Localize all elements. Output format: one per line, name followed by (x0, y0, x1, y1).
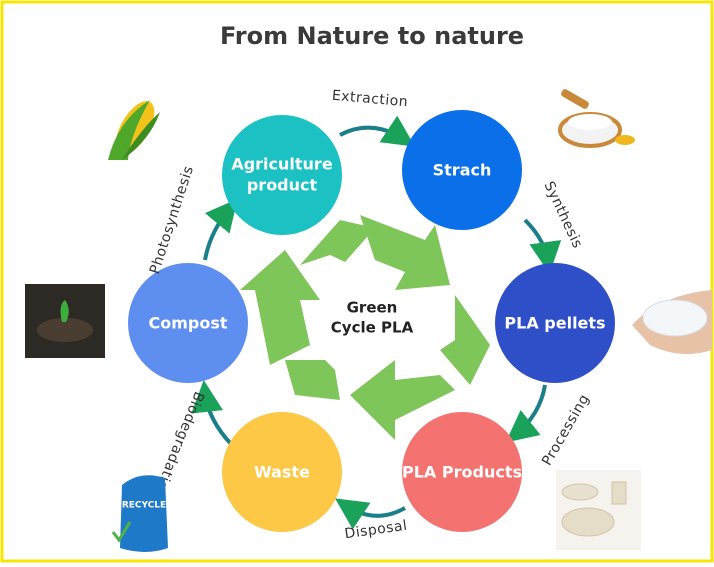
center-label: Green (347, 299, 398, 317)
node-label: product (247, 176, 318, 195)
node-label: Waste (254, 463, 310, 482)
title: From Nature to nature (220, 22, 524, 50)
node-label: Strach (433, 161, 492, 180)
compost-image (25, 284, 105, 358)
node-label: Compost (148, 314, 227, 333)
center-label: Cycle PLA (331, 319, 414, 337)
node-label: PLA Products (402, 463, 522, 482)
node-label: Agriculture (231, 155, 333, 174)
diagram: From Nature to nature Green Cycle PLA Ag… (0, 0, 714, 563)
plates-image (556, 470, 641, 550)
node-label: PLA pellets (504, 314, 605, 333)
bag-label: RECYCLE (122, 501, 166, 511)
